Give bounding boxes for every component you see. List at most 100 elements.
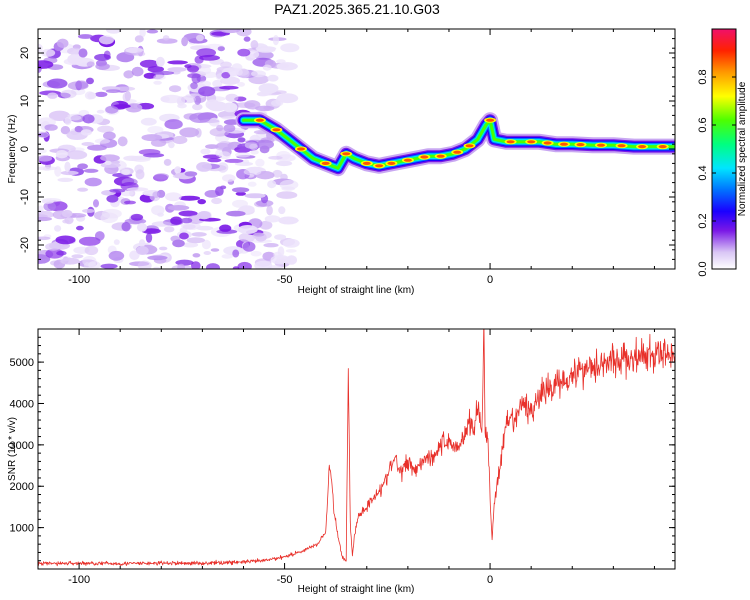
noise-blob — [210, 248, 220, 252]
noise-blob — [162, 35, 170, 41]
ridge-hotspot-inner — [255, 118, 264, 122]
noise-blob — [136, 246, 149, 255]
noise-blob — [167, 67, 187, 72]
noise-blob — [151, 205, 165, 216]
noise-blob — [201, 239, 211, 250]
noise-blob — [268, 155, 283, 160]
noise-blob — [154, 173, 169, 180]
ridge-hotspot-inner — [560, 142, 568, 146]
noise-blob — [225, 93, 239, 102]
noise-blob — [141, 134, 163, 142]
noise-blob — [152, 70, 175, 76]
noise-blob — [38, 148, 47, 154]
noise-blob — [276, 256, 291, 264]
spectrogram-x-tick-label: 0 — [487, 274, 493, 286]
noise-blob — [274, 234, 287, 240]
noise-blob — [245, 139, 265, 144]
snr-y-tick-label: 3000 — [10, 440, 34, 452]
noise-blob — [187, 65, 199, 73]
noise-blob — [214, 142, 232, 151]
noise-blob — [184, 171, 198, 177]
noise-blob — [192, 253, 201, 258]
noise-blob — [191, 73, 201, 84]
ridge-hotspot-inner — [527, 140, 536, 144]
noise-blob — [153, 80, 162, 85]
noise-blob — [196, 162, 212, 172]
noise-blob — [163, 226, 175, 233]
noise-blob — [247, 50, 260, 59]
noise-blob — [276, 93, 299, 104]
noise-blob — [243, 168, 262, 176]
noise-blob — [244, 193, 266, 199]
noise-blob — [221, 116, 240, 120]
noise-blob — [87, 92, 97, 100]
noise-blob — [284, 218, 299, 223]
noise-blob — [219, 29, 241, 34]
ridge-hotspot-inner — [658, 145, 667, 149]
noise-blob — [84, 177, 102, 187]
noise-blob — [172, 135, 188, 145]
noise-blob — [78, 48, 88, 58]
spectrogram-x-ticks: -100 -50 0 — [37, 29, 655, 286]
noise-blob — [253, 232, 265, 237]
noise-blob — [275, 160, 293, 167]
noise-blob — [237, 225, 258, 234]
noise-blob — [259, 220, 273, 230]
noise-blob — [152, 191, 160, 198]
noise-blob — [235, 191, 246, 196]
noise-blobs — [38, 29, 300, 269]
noise-blob — [145, 232, 153, 243]
ridge-hotspot-inner — [297, 147, 305, 151]
noise-blob — [221, 254, 234, 259]
noise-blob — [54, 225, 62, 232]
noise-blob — [74, 80, 89, 89]
noise-blob — [38, 210, 55, 219]
noise-blob — [153, 74, 166, 80]
snr-y-tick-label: 4000 — [10, 398, 34, 410]
noise-blob — [124, 200, 136, 205]
noise-blob — [251, 70, 266, 78]
noise-blob — [172, 239, 185, 248]
noise-blob — [204, 190, 220, 198]
ridge-hotspot-inner — [465, 144, 474, 148]
noise-blob — [122, 92, 129, 102]
noise-blob — [77, 187, 89, 192]
noise-blob — [207, 158, 222, 163]
noise-blob — [82, 114, 95, 124]
noise-blob — [105, 105, 119, 114]
spectrogram-y-ticks: -20 -10 0 10 20 — [19, 28, 675, 270]
noise-blob — [140, 117, 157, 126]
ridge-hotspot-inner — [453, 150, 462, 154]
snr-frame — [37, 328, 676, 570]
noise-blob — [232, 266, 240, 269]
noise-blob — [38, 236, 51, 241]
noise-blob — [41, 199, 54, 204]
spectrogram-x-tick-label: -100 — [68, 274, 90, 286]
noise-blob — [189, 112, 211, 124]
noise-blob — [181, 222, 201, 231]
ridge-hotspot-inner — [362, 161, 371, 165]
noise-blob — [224, 158, 244, 163]
noise-blob — [279, 179, 299, 190]
noise-blob — [280, 43, 300, 53]
noise-blob — [68, 114, 82, 121]
noise-blob — [113, 104, 131, 109]
noise-blob — [135, 51, 146, 57]
noise-blob — [125, 103, 143, 113]
noise-blob — [151, 221, 172, 227]
ridge-hotspot-inner — [342, 152, 351, 156]
noise-blob — [160, 94, 183, 104]
noise-blob — [272, 35, 279, 46]
noise-blob — [114, 86, 136, 92]
noise-blob — [179, 127, 200, 138]
noise-blob — [221, 72, 231, 79]
noise-blob — [134, 35, 144, 43]
noise-blob — [247, 181, 257, 187]
noise-blob — [177, 263, 185, 269]
noise-blob — [234, 161, 254, 166]
noise-blob — [186, 237, 205, 244]
noise-blob — [179, 232, 189, 240]
spectrogram-y-label: Frequency (Hz) — [7, 115, 18, 184]
